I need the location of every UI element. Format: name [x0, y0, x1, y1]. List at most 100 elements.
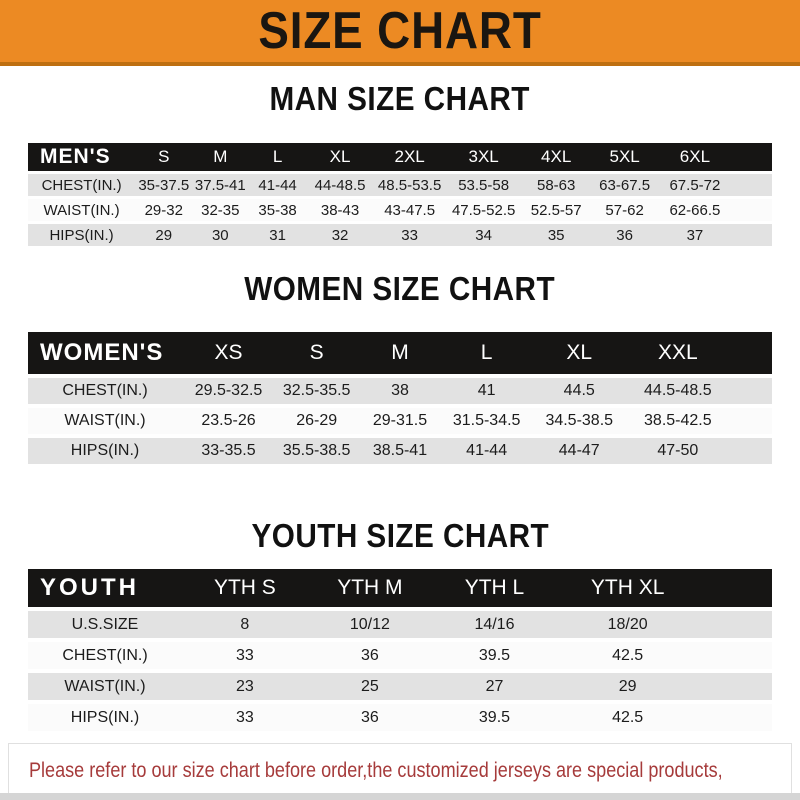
table-cell: 44-47	[531, 438, 627, 464]
women-size-chart-heading: WOMEN SIZE CHART	[0, 271, 800, 314]
table-cell: 23.5-26	[182, 408, 275, 434]
table-row: WAIST(IN.) 23.5-26 26-29 29-31.5 31.5-34…	[28, 408, 772, 434]
table-cell: 33	[182, 642, 308, 669]
table-cell: 36	[591, 224, 659, 246]
table-cell: 41-44	[248, 174, 307, 196]
table-cell: 42.5	[556, 704, 699, 731]
spacer-cell	[698, 642, 772, 669]
mens-column-header: XL	[306, 143, 374, 171]
womens-column-header: S	[275, 332, 359, 374]
table-cell: 26-29	[275, 408, 359, 434]
row-label: HIPS(IN.)	[28, 224, 136, 246]
row-label: CHEST(IN.)	[28, 378, 183, 404]
spacer-cell	[731, 224, 772, 246]
table-cell: 38.5-42.5	[626, 408, 729, 434]
youth-table-el: YOUTH YTH S YTH M YTH L YTH XL U.S.SIZE …	[28, 565, 772, 735]
size-chart-title: SIZE CHART	[258, 2, 542, 60]
table-row: U.S.SIZE 8 10/12 14/16 18/20	[28, 611, 772, 638]
womens-column-header: XXL	[626, 332, 729, 374]
order-notice: Please refer to our size chart before or…	[8, 743, 792, 800]
mens-table: MEN'S S M L XL 2XL 3XL 4XL 5XL 6XL CHEST…	[28, 140, 772, 249]
womens-corner-label: WOMEN'S	[28, 332, 183, 374]
row-label: CHEST(IN.)	[28, 174, 136, 196]
row-label: HIPS(IN.)	[28, 704, 182, 731]
womens-column-header: L	[441, 332, 532, 374]
womens-column-header: XS	[182, 332, 275, 374]
table-cell: 29	[135, 224, 193, 246]
table-cell: 29-32	[135, 199, 193, 221]
table-cell: 44.5	[531, 378, 627, 404]
womens-column-header: XL	[531, 332, 627, 374]
womens-table: WOMEN'S XS S M L XL XXL CHEST(IN.) 29.5-…	[28, 328, 772, 468]
bottom-strip	[0, 793, 800, 800]
row-label: WAIST(IN.)	[28, 673, 182, 700]
table-cell: 38	[358, 378, 442, 404]
table-row: HIPS(IN.) 33 36 39.5 42.5	[28, 704, 772, 731]
table-cell: 32-35	[192, 199, 249, 221]
table-cell: 33	[373, 224, 447, 246]
table-cell: 23	[182, 673, 308, 700]
row-label: CHEST(IN.)	[28, 642, 182, 669]
table-cell: 41-44	[441, 438, 532, 464]
table-cell: 62-66.5	[658, 199, 732, 221]
table-cell: 10/12	[307, 611, 432, 638]
table-cell: 34	[446, 224, 522, 246]
youth-corner-label: YOUTH	[28, 569, 182, 607]
table-cell: 29	[556, 673, 699, 700]
mens-column-header: S	[135, 143, 193, 171]
mens-size-table: MEN'S S M L XL 2XL 3XL 4XL 5XL 6XL CHEST…	[28, 140, 772, 249]
table-cell: 38-43	[306, 199, 374, 221]
table-row: CHEST(IN.) 29.5-32.5 32.5-35.5 38 41 44.…	[28, 378, 772, 404]
spacer-cell	[728, 438, 772, 464]
mens-column-header: L	[248, 143, 307, 171]
table-cell: 39.5	[431, 642, 557, 669]
table-cell: 31.5-34.5	[441, 408, 532, 434]
spacer-cell	[698, 569, 772, 607]
table-row: WAIST(IN.) 23 25 27 29	[28, 673, 772, 700]
table-cell: 44.5-48.5	[626, 378, 729, 404]
size-chart-banner: SIZE CHART	[0, 0, 800, 66]
table-cell: 14/16	[431, 611, 557, 638]
table-cell: 34.5-38.5	[531, 408, 627, 434]
youth-column-header: YTH XL	[556, 569, 699, 607]
spacer-cell	[698, 704, 772, 731]
table-cell: 33-35.5	[182, 438, 275, 464]
table-cell: 43-47.5	[373, 199, 447, 221]
table-cell: 35-38	[248, 199, 307, 221]
mens-column-header: 2XL	[373, 143, 447, 171]
womens-size-table: WOMEN'S XS S M L XL XXL CHEST(IN.) 29.5-…	[28, 328, 772, 468]
table-cell: 67.5-72	[658, 174, 732, 196]
man-size-chart-heading-text: MAN SIZE CHART	[269, 80, 531, 117]
table-cell: 32	[306, 224, 374, 246]
youth-column-header: YTH L	[431, 569, 557, 607]
spacer-cell	[728, 408, 772, 434]
row-label: WAIST(IN.)	[28, 408, 183, 434]
youth-size-table: YOUTH YTH S YTH M YTH L YTH XL U.S.SIZE …	[28, 565, 772, 735]
table-cell: 36	[307, 642, 432, 669]
row-label: U.S.SIZE	[28, 611, 182, 638]
row-label: WAIST(IN.)	[28, 199, 136, 221]
womens-column-header: M	[358, 332, 442, 374]
table-row: HIPS(IN.) 29 30 31 32 33 34 35 36 37	[28, 224, 772, 246]
spacer-cell	[728, 332, 772, 374]
table-cell: 48.5-53.5	[373, 174, 447, 196]
table-cell: 37.5-41	[192, 174, 249, 196]
table-cell: 52.5-57	[521, 199, 592, 221]
spacer-cell	[698, 673, 772, 700]
order-notice-line-1: Please refer to our size chart before or…	[29, 759, 723, 782]
table-cell: 35.5-38.5	[275, 438, 359, 464]
table-cell: 53.5-58	[446, 174, 522, 196]
mens-column-header: 6XL	[658, 143, 732, 171]
table-cell: 35	[521, 224, 592, 246]
youth-size-chart-heading-text: YOUTH SIZE CHART	[251, 517, 549, 554]
spacer-cell	[731, 143, 772, 171]
table-row: CHEST(IN.) 35-37.5 37.5-41 41-44 44-48.5…	[28, 174, 772, 196]
table-cell: 41	[441, 378, 532, 404]
table-row: HIPS(IN.) 33-35.5 35.5-38.5 38.5-41 41-4…	[28, 438, 772, 464]
table-row: WAIST(IN.) 29-32 32-35 35-38 38-43 43-47…	[28, 199, 772, 221]
table-cell: 32.5-35.5	[275, 378, 359, 404]
table-cell: 18/20	[556, 611, 699, 638]
table-cell: 37	[658, 224, 732, 246]
spacer-cell	[698, 611, 772, 638]
table-cell: 30	[192, 224, 249, 246]
